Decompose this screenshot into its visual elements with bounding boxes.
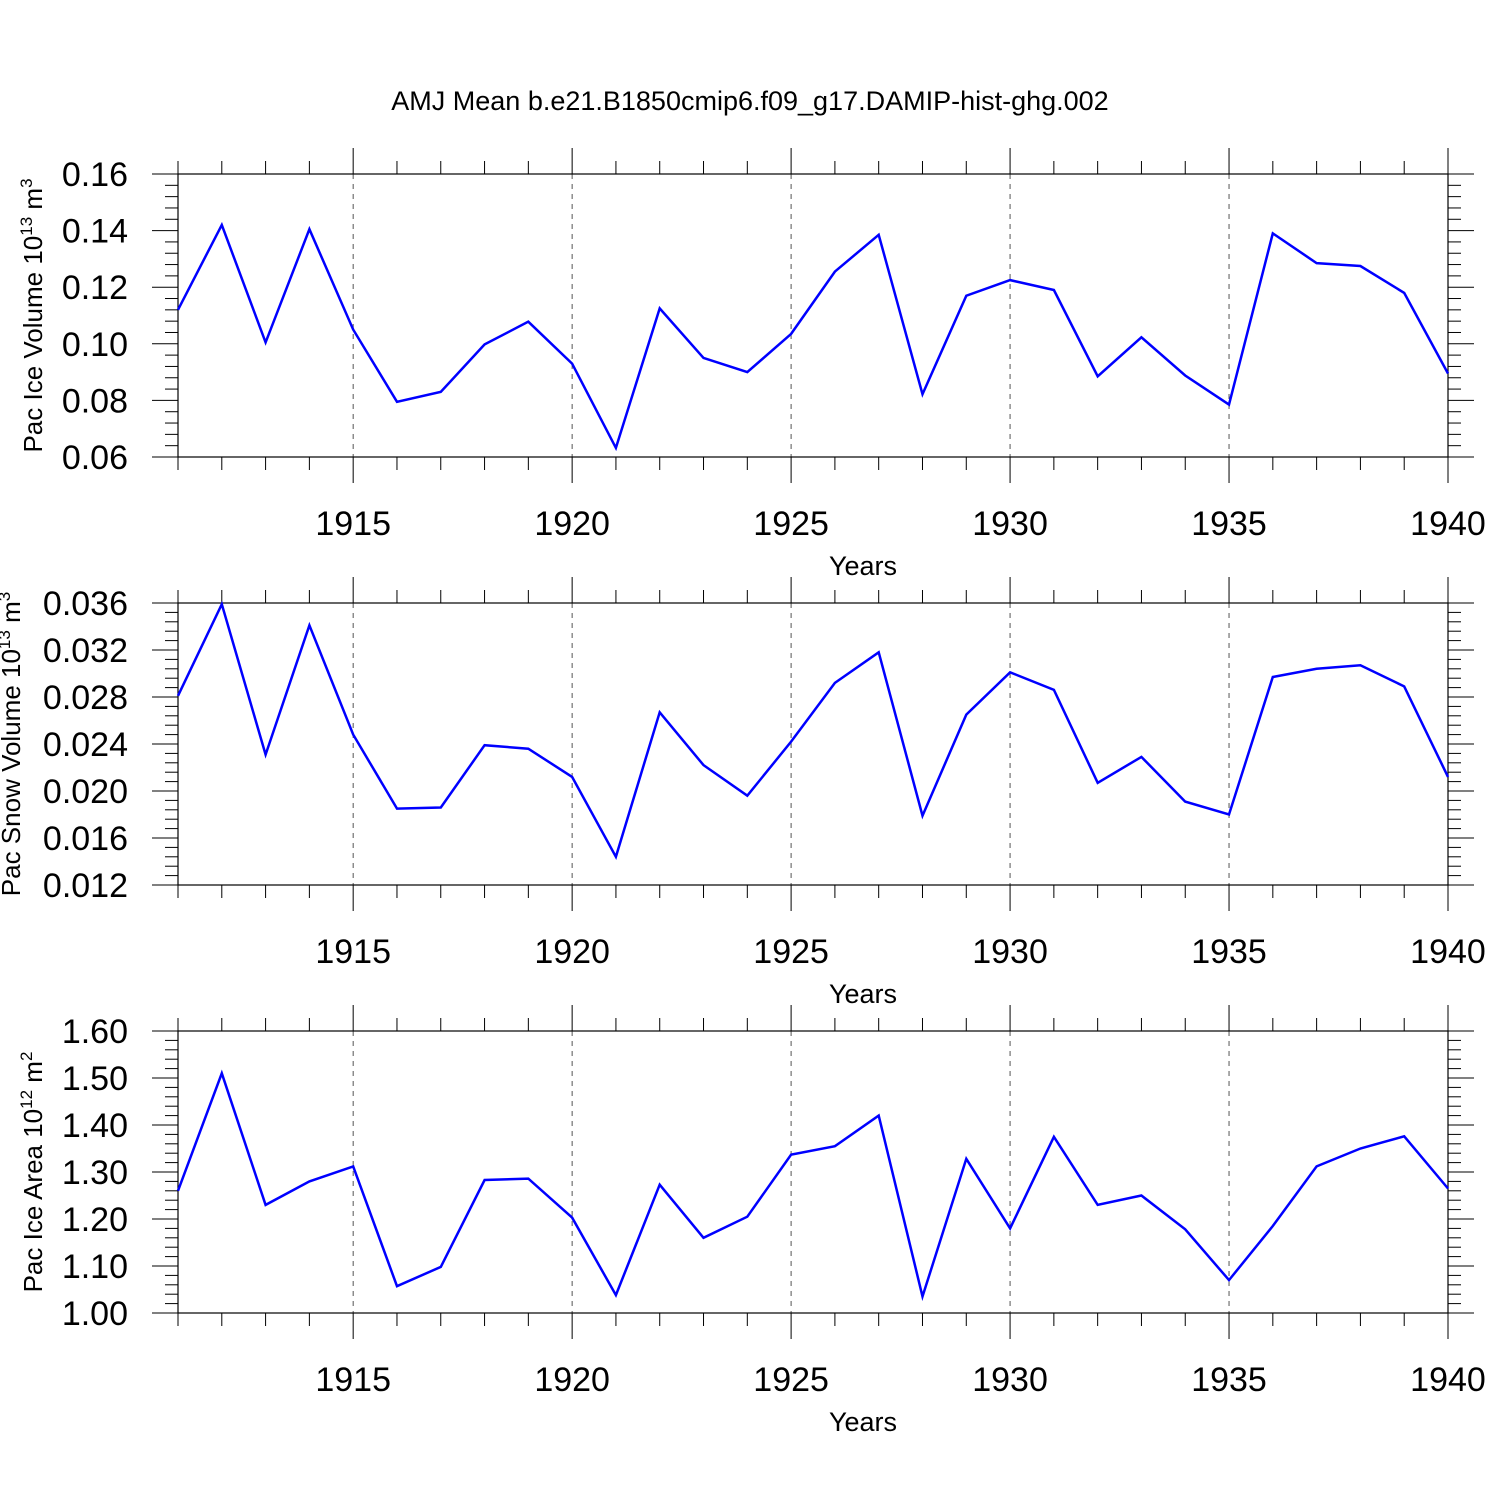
y-tick-label: 0.08 bbox=[62, 382, 128, 420]
x-tick-label: 1940 bbox=[1410, 1361, 1486, 1399]
x-tick-label: 1915 bbox=[315, 505, 391, 543]
x-tick-label: 1915 bbox=[315, 933, 391, 971]
y-tick-label: 1.00 bbox=[62, 1295, 128, 1333]
x-tick-label: 1925 bbox=[753, 933, 829, 971]
y-tick-label: 1.60 bbox=[62, 1013, 128, 1051]
chart-title: AMJ Mean b.e21.B1850cmip6.f09_g17.DAMIP-… bbox=[391, 86, 1108, 116]
panels: 1915 1920 1925 1930 1935 1940 Years 0.06 0.08 0.1… bbox=[0, 148, 1486, 1437]
y-tick-label: 0.14 bbox=[62, 213, 128, 251]
x-tick-label: 1940 bbox=[1410, 933, 1486, 971]
y-tick-label: 0.12 bbox=[62, 269, 128, 307]
y-tick-label: 0.032 bbox=[43, 632, 128, 670]
x-axis-title: Years bbox=[829, 1407, 897, 1437]
y-tick-label: 1.10 bbox=[62, 1248, 128, 1286]
x-tick-label: 1920 bbox=[534, 505, 610, 543]
x-tick-label: 1930 bbox=[972, 1361, 1048, 1399]
x-tick-label: 1925 bbox=[753, 505, 829, 543]
x-tick-label: 1935 bbox=[1191, 1361, 1267, 1399]
x-axis-title: Years bbox=[829, 979, 897, 1009]
y-axis-title: Pac Snow Volume 1013 m3 bbox=[0, 592, 26, 896]
panel-1: 1915 1920 1925 1930 1935 1940 Years 0.06 0.08 0.1… bbox=[17, 148, 1486, 581]
y-tick-label: 0.06 bbox=[62, 439, 128, 477]
x-tick-label: 1915 bbox=[315, 1361, 391, 1399]
y-axis-title: Pac Ice Volume 1013 m3 bbox=[17, 178, 48, 452]
plot-frame bbox=[177, 173, 1449, 458]
x-tick-label: 1930 bbox=[972, 505, 1048, 543]
y-tick-label: 1.50 bbox=[62, 1060, 128, 1098]
y-tick-label: 0.020 bbox=[43, 773, 128, 811]
x-tick-label: 1935 bbox=[1191, 933, 1267, 971]
plot-frame bbox=[177, 602, 1449, 886]
x-tick-label: 1925 bbox=[753, 1361, 829, 1399]
x-tick-label: 1920 bbox=[534, 933, 610, 971]
x-tick-label: 1920 bbox=[534, 1361, 610, 1399]
y-tick-label: 0.036 bbox=[43, 585, 128, 623]
y-tick-label: 0.16 bbox=[62, 156, 128, 194]
x-axis-title: Years bbox=[829, 551, 897, 581]
series-line bbox=[176, 1069, 1449, 1302]
y-tick-label: 0.028 bbox=[43, 679, 128, 717]
x-tick-label: 1940 bbox=[1410, 505, 1486, 543]
y-tick-label: 0.012 bbox=[43, 867, 128, 905]
y-tick-label: 1.40 bbox=[62, 1107, 128, 1145]
plot-frame bbox=[177, 1030, 1449, 1314]
y-tick-label: 0.024 bbox=[43, 726, 128, 764]
series-line bbox=[176, 600, 1450, 861]
y-tick-label: 0.10 bbox=[62, 326, 128, 364]
panel-2: 1915 1920 1925 1930 1935 1940 Years 0.012 0.016 0… bbox=[0, 577, 1486, 1009]
y-tick-label: 1.30 bbox=[62, 1154, 128, 1192]
y-tick-label: 1.20 bbox=[62, 1201, 128, 1239]
x-tick-label: 1935 bbox=[1191, 505, 1267, 543]
y-axis-title: Pac Ice Area 1012 m2 bbox=[17, 1052, 48, 1293]
series-line bbox=[176, 221, 1450, 452]
y-tick-label: 0.016 bbox=[43, 820, 128, 858]
panel-3: 1915 1920 1925 1930 1935 1940 Years 1.00 1.10 1.2… bbox=[17, 1005, 1486, 1437]
x-tick-label: 1930 bbox=[972, 933, 1048, 971]
